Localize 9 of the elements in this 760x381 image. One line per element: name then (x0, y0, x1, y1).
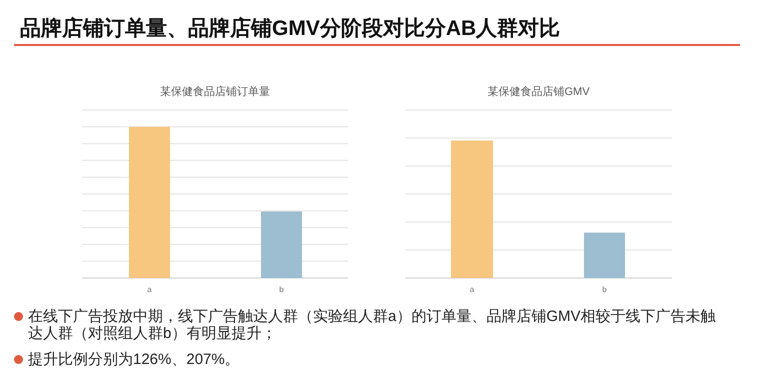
chart-title: 某保健食品店铺GMV (487, 85, 590, 98)
x-tick-label: b (602, 285, 608, 294)
text: 在线下广告投放中期，线下广告触达人群（实验组人群a）的订单量、品牌店铺GMV相较于线下广告未触达人群（对照组人群b）有明显提升； (28, 308, 717, 342)
x-tick-label: a (147, 285, 152, 294)
text: 提升比例分别为126%、207%。 (28, 351, 241, 368)
x-tick-label: a (470, 285, 475, 294)
text: 品牌店铺订单量、品牌店铺GMV分阶段对比分AB人群对比 (20, 16, 560, 42)
x-tick-label: b (279, 285, 284, 294)
chart-title: 某保健食品店铺订单量 (160, 85, 270, 98)
